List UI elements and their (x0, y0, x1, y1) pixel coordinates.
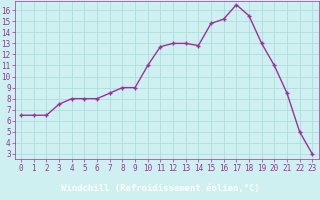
Text: Windchill (Refroidissement éolien,°C): Windchill (Refroidissement éolien,°C) (60, 184, 260, 193)
